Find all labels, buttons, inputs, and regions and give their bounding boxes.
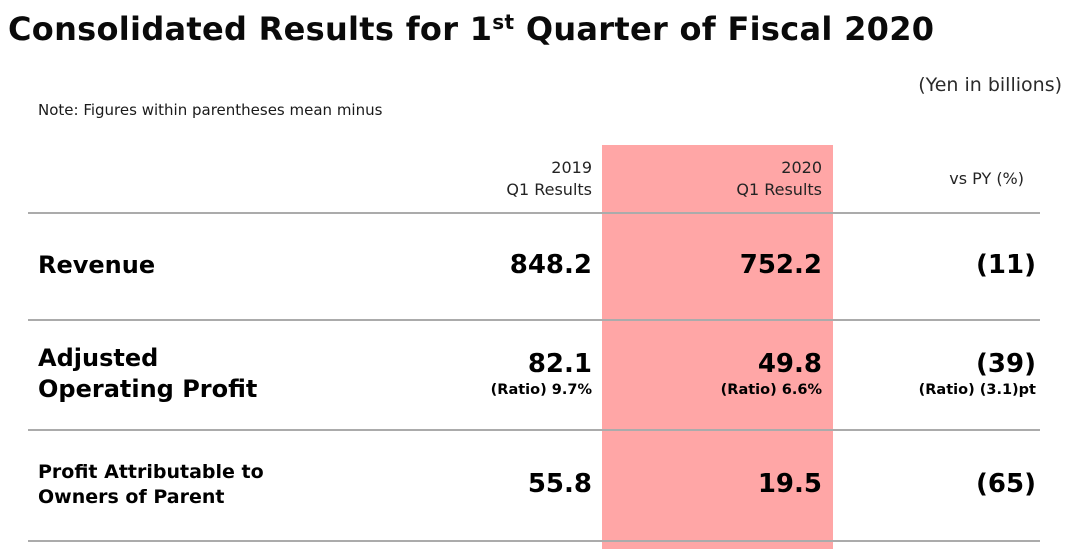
- column-header-2020-line1: 2020: [781, 157, 822, 177]
- revenue-2020-value: 752.2: [739, 250, 822, 280]
- pap-vspy-cell: (65): [822, 429, 1040, 540]
- note-text: Note: Figures within parentheses mean mi…: [38, 101, 383, 119]
- table-rule-under-operating-profit: [28, 429, 1040, 431]
- aop-vspy-cell: (39) (Ratio) (3.1)pt: [822, 319, 1040, 429]
- title-text-suffix: Quarter of Fiscal 2020: [514, 10, 935, 48]
- row-label-profit-attributable: Profit Attributable to Owners of Parent: [28, 429, 368, 540]
- pap-2019-cell: 55.8: [368, 429, 592, 540]
- pap-vspy-value: (65): [976, 469, 1036, 499]
- row-label-line1: Revenue: [38, 251, 156, 279]
- aop-vspy-ratio: (Ratio) (3.1)pt: [918, 381, 1036, 398]
- table-row-adjusted-operating-profit: Adjusted Operating Profit 82.1 (Ratio) 9…: [28, 319, 1040, 429]
- row-label-line2: Operating Profit: [38, 375, 258, 403]
- aop-vspy-value: (39): [976, 348, 1036, 379]
- revenue-2019-cell: 848.2: [368, 212, 592, 319]
- column-header-2019-line2: Q1 Results: [506, 179, 592, 199]
- pap-2019-value: 55.8: [527, 469, 592, 499]
- aop-2020-cell: 49.8 (Ratio) 6.6%: [592, 319, 822, 429]
- aop-2019-value: 82.1: [527, 348, 592, 379]
- title-text-prefix: Consolidated Results for 1: [8, 10, 493, 48]
- table-rule-bottom: [28, 540, 1040, 542]
- aop-2019-ratio: (Ratio) 9.7%: [490, 381, 592, 398]
- table-header-row: 2019 Q1 Results 2020 Q1 Results vs PY (%…: [28, 145, 1040, 212]
- row-label-adjusted-operating-profit: Adjusted Operating Profit: [28, 319, 368, 429]
- row-label-revenue: Revenue: [28, 212, 368, 319]
- pap-2020-value: 19.5: [757, 469, 822, 499]
- column-header-2020-line2: Q1 Results: [736, 179, 822, 199]
- revenue-vspy-value: (11): [976, 250, 1036, 280]
- row-label-line1: Adjusted: [38, 344, 159, 372]
- aop-2020-ratio: (Ratio) 6.6%: [720, 381, 822, 398]
- aop-2020-value: 49.8: [757, 348, 822, 379]
- table-row-profit-attributable: Profit Attributable to Owners of Parent …: [28, 429, 1040, 540]
- column-header-2019-line1: 2019: [551, 157, 592, 177]
- column-header-2020-q1: 2020 Q1 Results: [592, 145, 822, 212]
- unit-label: (Yen in billions): [918, 74, 1062, 96]
- row-label-line1: Profit Attributable to: [38, 460, 264, 483]
- page-title: Consolidated Results for 1st Quarter of …: [8, 10, 934, 48]
- pap-2020-cell: 19.5: [592, 429, 822, 540]
- row-label-line2: Owners of Parent: [38, 485, 225, 508]
- aop-2019-cell: 82.1 (Ratio) 9.7%: [368, 319, 592, 429]
- revenue-2020-cell: 752.2: [592, 212, 822, 319]
- table-row-revenue: Revenue 848.2 752.2 (11): [28, 212, 1040, 319]
- results-table: 2019 Q1 Results 2020 Q1 Results vs PY (%…: [28, 145, 1040, 540]
- header-spacer-cell: [28, 145, 368, 212]
- table-rule-under-revenue: [28, 319, 1040, 321]
- revenue-2019-value: 848.2: [509, 250, 592, 280]
- title-superscript: st: [492, 10, 515, 34]
- column-header-2019-q1: 2019 Q1 Results: [368, 145, 592, 212]
- revenue-vspy-cell: (11): [822, 212, 1040, 319]
- table-rule-under-header: [28, 212, 1040, 214]
- column-header-vs-py: vs PY (%): [949, 168, 1024, 188]
